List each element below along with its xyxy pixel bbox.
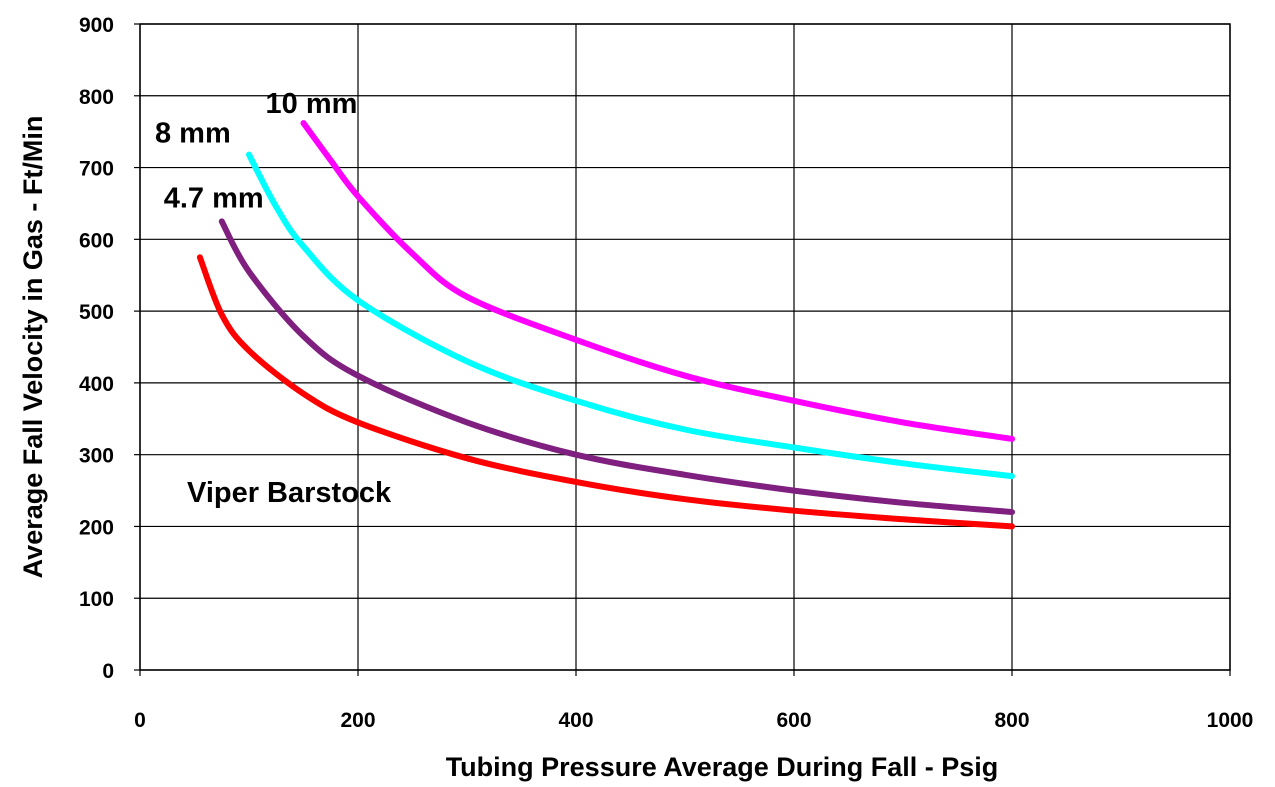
y-tick-label: 300	[79, 445, 114, 468]
y-tick-label: 400	[79, 373, 114, 396]
y-tick-label: 600	[79, 229, 114, 252]
y-tick-label: 100	[79, 588, 114, 611]
y-tick-label: 900	[79, 14, 114, 37]
annotation-viper-barstock: Viper Barstock	[187, 477, 392, 509]
gridlines	[134, 23, 1231, 676]
y-tick-label: 700	[79, 158, 114, 181]
y-tick-label: 200	[79, 516, 114, 539]
x-tick-label: 1000	[1207, 709, 1254, 732]
series-line-8-mm	[246, 151, 1015, 480]
series-line-4-7-mm	[218, 218, 1015, 516]
plot-area-frame	[139, 23, 1231, 671]
y-tick-label: 800	[79, 86, 114, 109]
y-tick-label: 500	[79, 301, 114, 324]
x-tick-label: 400	[558, 709, 593, 732]
series-label: 8 mm	[155, 118, 231, 150]
series-line-10-mm	[300, 120, 1015, 442]
x-tick-label: 600	[776, 709, 811, 732]
series-labels: 4.7 mm 8 mm 10 mm	[155, 88, 357, 214]
x-tick-label: 0	[134, 709, 146, 732]
tick-labels: 0 100 200 300 400 500 600 700 800 900 0 200 400 600 80…	[79, 14, 1253, 732]
series-label: 10 mm	[266, 88, 358, 120]
y-tick-label: 0	[102, 660, 114, 683]
x-tick-label: 200	[340, 709, 375, 732]
x-tick-label: 800	[994, 709, 1029, 732]
series-lines	[196, 120, 1015, 530]
x-axis-title: Tubing Pressure Average During Fall - Ps…	[446, 752, 999, 782]
y-axis-title: Average Fall Velocity in Gas - Ft/Min	[18, 116, 48, 579]
series-line-viper-barstock	[196, 254, 1015, 530]
series-label: 4.7 mm	[164, 182, 264, 214]
